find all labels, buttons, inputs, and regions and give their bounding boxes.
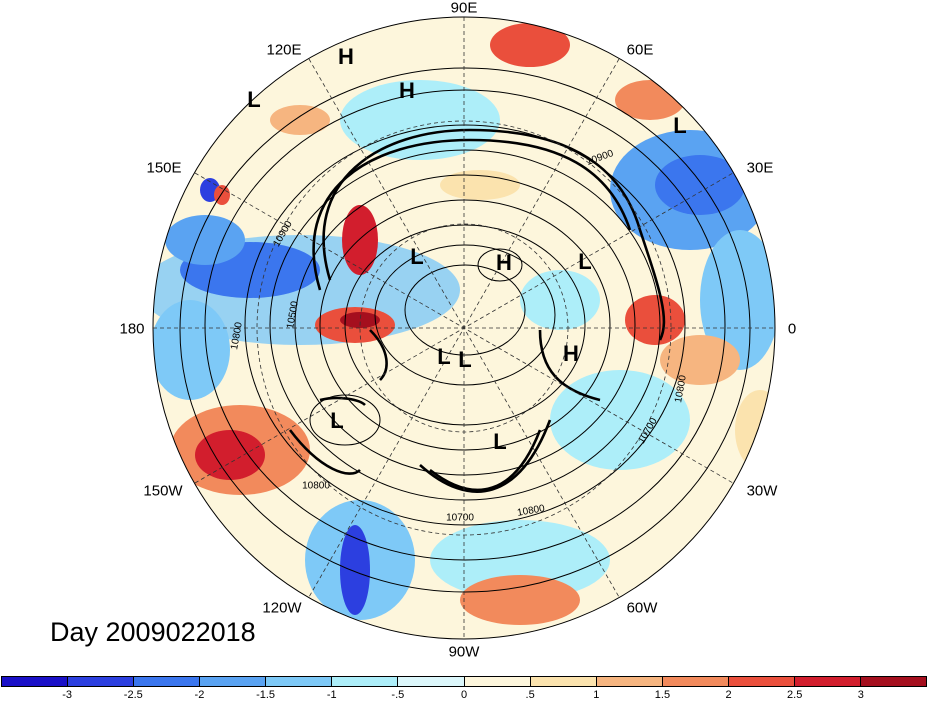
colorbar-tick-label: -2.5 [123, 689, 143, 701]
colorbar-swatch [861, 677, 927, 686]
colorbar-tick-label: -.5 [391, 689, 405, 701]
colorbar-tick-label: -1 [326, 689, 337, 701]
colorbar-swatch [728, 677, 795, 686]
pressure-center: H [338, 44, 354, 69]
colorbar-tick-label: 1.5 [654, 689, 671, 701]
lon-label-120e: 120E [266, 41, 302, 59]
colorbar-tick-label: -3 [62, 689, 73, 701]
pressure-center: L [493, 429, 507, 454]
colorbar-tick-label: 1 [593, 689, 600, 701]
contour-label: 10800 [302, 480, 330, 492]
colorbar-swatch [68, 677, 135, 686]
map-boundary [152, 16, 776, 640]
anomaly-field [153, 17, 775, 639]
graticule [153, 17, 775, 639]
pressure-center: L [673, 113, 687, 138]
lon-label-150e: 150E [146, 159, 182, 177]
colorbar-swatch [530, 677, 597, 686]
colorbar-swatch [662, 677, 729, 686]
lon-label-90w: 90W [448, 643, 480, 661]
lon-label-150w: 150W [143, 482, 183, 500]
pressure-center: H [563, 341, 579, 366]
lon-label-180: 180 [119, 320, 145, 338]
colorbar-tick-label: 2 [725, 689, 732, 701]
colorbar-tick-label: -2 [194, 689, 205, 701]
height-contours [179, 67, 751, 593]
colorbar-swatch [398, 677, 465, 686]
contour-label: 10700 [446, 512, 474, 524]
lon-label-120w: 120W [262, 599, 302, 617]
lon-label-60e: 60E [626, 41, 654, 59]
day-label: Day 2009022018 [50, 617, 256, 647]
colorbar-tick-label: -1.5 [256, 689, 276, 701]
lon-label-30e: 30E [746, 159, 774, 177]
colorbar [1, 676, 927, 687]
pressure-center: H [496, 250, 512, 275]
colorbar-tick-label: 2.5 [787, 689, 803, 701]
colorbar-swatch [794, 677, 862, 686]
pressure-center: L [247, 87, 261, 112]
colorbar-tick-label: 0 [460, 689, 468, 701]
colorbar-swatch [464, 677, 531, 686]
jet-contours [288, 128, 666, 493]
colorbar-swatch [134, 677, 201, 686]
pressure-center: L [437, 344, 451, 369]
colorbar-swatch [596, 677, 663, 686]
lon-label-0: 0 [787, 320, 797, 338]
pressure-center: L [458, 347, 472, 372]
lon-label-90e: 90E [450, 0, 478, 17]
pressure-center: L [578, 249, 592, 274]
pressure-center: L [330, 408, 344, 433]
lon-label-30w: 30W [746, 482, 778, 500]
colorbar-swatch [332, 677, 399, 686]
colorbar-tick-label: .5 [525, 689, 535, 701]
colorbar-swatch [200, 677, 267, 686]
colorbar-swatch [2, 677, 69, 686]
pressure-center: H [399, 78, 415, 103]
pressure-center: L [410, 244, 424, 269]
colorbar-swatch [266, 677, 333, 686]
colorbar-tick-label: 3 [857, 689, 864, 701]
lon-label-60w: 60W [626, 599, 658, 617]
